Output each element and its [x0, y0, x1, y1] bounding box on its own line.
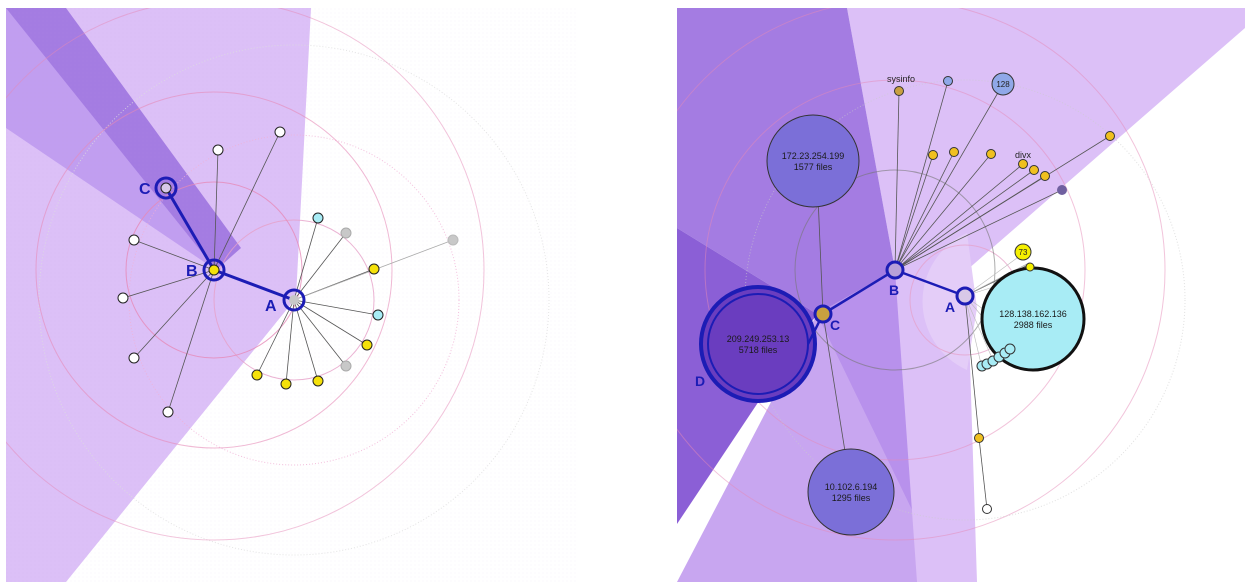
- node: [372, 309, 384, 321]
- host-10-ip: 10.102.6.194: [825, 482, 878, 492]
- host-209-files: 5718 files: [739, 345, 778, 355]
- node: [340, 360, 352, 372]
- node: [274, 126, 286, 138]
- node: [982, 504, 992, 514]
- wedge-light-top: [847, 8, 1245, 270]
- node: [991, 72, 1015, 96]
- host-209-ip: 209.249.253.13: [727, 334, 790, 344]
- node-a: [282, 288, 306, 312]
- host-10-files: 1295 files: [832, 493, 871, 503]
- cyan-chain: [976, 343, 1016, 372]
- node: [1014, 243, 1032, 261]
- path-nodes: [154, 176, 306, 312]
- leaf-nodes: [894, 72, 1115, 514]
- node: [1025, 262, 1035, 272]
- node-a: [955, 286, 975, 306]
- leaf-nodes: [117, 126, 459, 418]
- edges: [122, 131, 454, 413]
- node: [212, 144, 224, 156]
- node-c: [154, 176, 178, 200]
- node: [128, 234, 140, 246]
- node: [974, 433, 984, 443]
- node: [943, 76, 953, 86]
- node: [949, 147, 959, 157]
- label-b: B: [889, 282, 899, 298]
- node: [447, 234, 459, 246]
- host-172: [766, 114, 860, 208]
- node: [1029, 165, 1039, 175]
- node: [1105, 131, 1115, 141]
- highlight-path: [164, 187, 295, 302]
- node-c: [813, 304, 833, 324]
- label-divx: divx: [1015, 150, 1032, 160]
- node: [928, 150, 938, 160]
- label-c: C: [139, 181, 151, 198]
- node: [894, 86, 904, 96]
- right-graph-canvas: 172.23.254.199 1577 files 209.249.253.13…: [677, 8, 1245, 582]
- label-d: D: [695, 373, 705, 389]
- node: [368, 263, 380, 275]
- a-sector: [922, 233, 977, 370]
- host-128-ip: 128.138.162.136: [999, 309, 1067, 319]
- label-sysinfo: sysinfo: [887, 74, 915, 84]
- label-a: A: [945, 299, 955, 315]
- label-73: 73: [1019, 248, 1028, 257]
- node: [128, 352, 140, 364]
- host-172-files: 1577 files: [794, 162, 833, 172]
- host-128-files: 2988 files: [1014, 320, 1053, 330]
- label-c: C: [830, 317, 840, 333]
- node: [312, 212, 324, 224]
- left-graph-canvas: A B C: [6, 8, 578, 582]
- node: [162, 406, 174, 418]
- node: [117, 292, 129, 304]
- node: [1057, 185, 1067, 195]
- node: [1040, 171, 1050, 181]
- left-graph-view[interactable]: A B C: [6, 8, 578, 582]
- node-b: [885, 260, 905, 280]
- node: [312, 375, 324, 387]
- node: [251, 369, 263, 381]
- host-172-ip: 172.23.254.199: [782, 151, 845, 161]
- node-b: [202, 258, 226, 282]
- label-b: B: [186, 263, 198, 280]
- depth-rings: [6, 8, 550, 556]
- node: [1018, 159, 1028, 169]
- right-graph-view[interactable]: 172.23.254.199 1577 files 209.249.253.13…: [677, 8, 1245, 582]
- node: [340, 227, 352, 239]
- label-128: 128: [996, 80, 1010, 89]
- label-a: A: [265, 298, 277, 315]
- path-nodes: [813, 260, 975, 324]
- node: [280, 378, 292, 390]
- host-10: [807, 448, 895, 536]
- node: [986, 149, 996, 159]
- node: [361, 339, 373, 351]
